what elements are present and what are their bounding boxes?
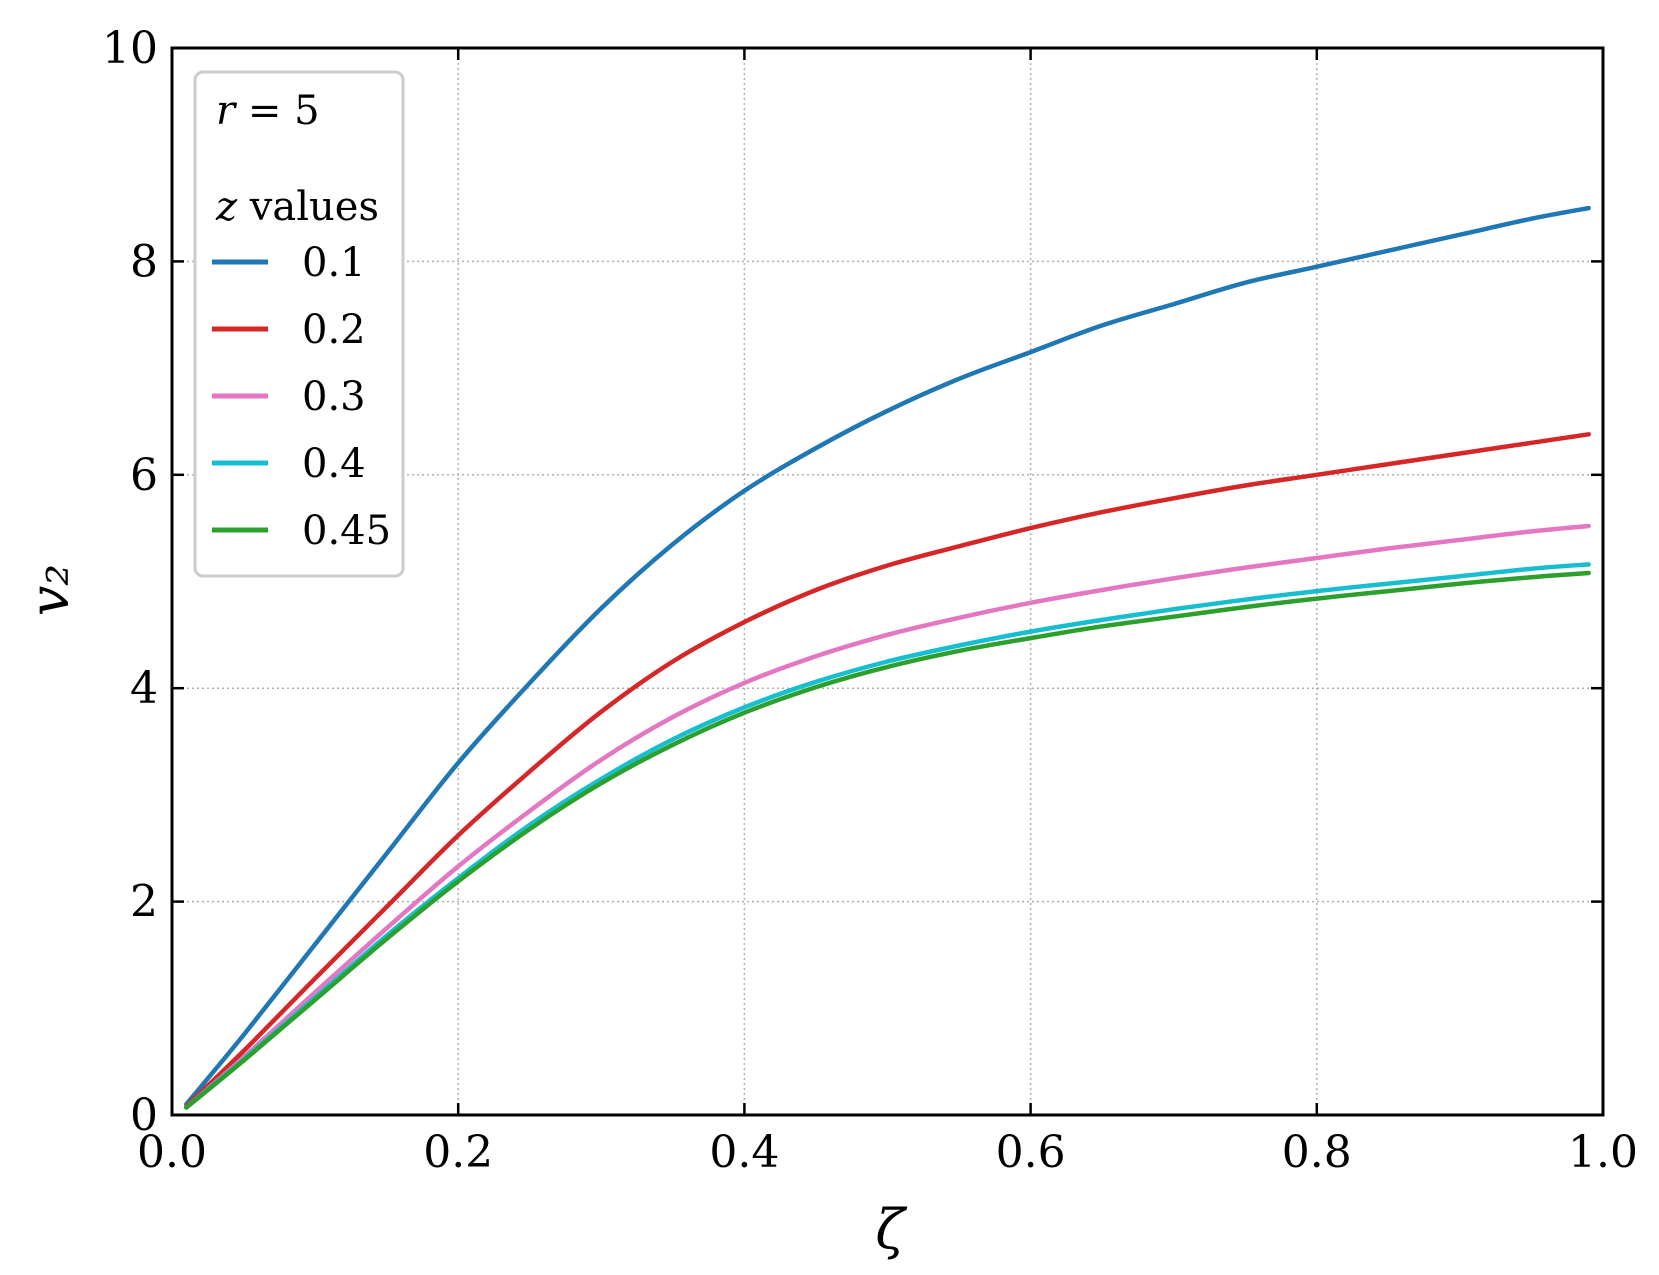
x-tick-labels: 0.0 0.2 0.4 0.6 0.8 1.0 xyxy=(137,1127,1638,1178)
series-line-0-45 xyxy=(184,570,1591,1110)
series-line-0-4 xyxy=(184,562,1591,1110)
plot-frame xyxy=(170,46,1605,1117)
y-tick-labels: 0 2 4 6 8 10 xyxy=(102,23,158,1141)
legend-label: 0.3 xyxy=(302,374,366,420)
legend-label: 0.2 xyxy=(302,307,366,353)
legend-note: r = 5 xyxy=(216,88,320,134)
y-tick-label: 10 xyxy=(102,23,158,74)
x-tick-label: 0.8 xyxy=(1282,1127,1352,1178)
axis-ticks xyxy=(170,46,1605,1117)
legend-label: 0.4 xyxy=(302,441,366,487)
series-line-0-2 xyxy=(184,432,1591,1109)
x-tick-label: 0.2 xyxy=(423,1127,493,1178)
series-line-0-1 xyxy=(184,205,1591,1107)
y-tick-label: 4 xyxy=(130,663,158,714)
legend: r = 5 z values 0.1 0.2 0.3 0.4 0.45 xyxy=(193,70,405,578)
y-tick-label: 6 xyxy=(130,450,158,501)
grid-lines xyxy=(172,48,1603,1115)
series-line-0-3 xyxy=(184,523,1591,1110)
x-tick-label: 1.0 xyxy=(1568,1127,1638,1178)
y-tick-label: 0 xyxy=(130,1090,158,1141)
legend-label: 0.45 xyxy=(302,508,391,554)
series-lines xyxy=(184,205,1591,1110)
x-axis-label: ζ xyxy=(875,1198,907,1261)
x-tick-label: 0.4 xyxy=(709,1127,779,1178)
legend-items: 0.1 0.2 0.3 0.4 0.45 xyxy=(212,240,391,554)
x-tick-label: 0.6 xyxy=(996,1127,1066,1178)
y-axis-label: v₂ xyxy=(18,564,81,616)
y-tick-label: 8 xyxy=(130,236,158,287)
legend-box xyxy=(193,70,405,578)
legend-label: 0.1 xyxy=(302,240,366,286)
legend-title: z values xyxy=(215,184,379,230)
y-tick-label: 2 xyxy=(130,877,158,928)
x-tick-label: 0.0 xyxy=(137,1127,207,1178)
